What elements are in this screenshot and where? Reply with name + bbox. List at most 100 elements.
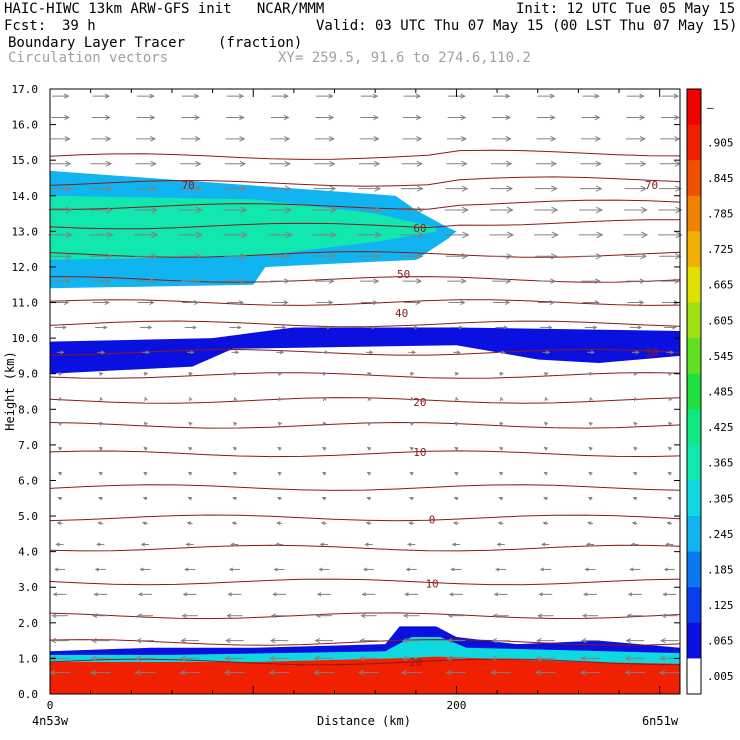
x-axis-label: Distance (km) (317, 714, 411, 728)
wind-vector-head (410, 372, 415, 376)
wind-vector-head (490, 655, 497, 662)
wind-vector-head (505, 160, 513, 167)
contour-line (49, 299, 681, 306)
wind-vector-head (89, 669, 97, 676)
wind-vector-head (551, 231, 559, 239)
contour-line (49, 397, 681, 404)
wind-vector-head (58, 446, 63, 451)
colorbar-swatch (687, 302, 701, 339)
wind-vector-head (195, 253, 202, 260)
wind-vector-head (143, 446, 148, 451)
wind-vector-head (409, 471, 414, 476)
colorbar-swatch (687, 160, 701, 197)
wind-vector-head (231, 521, 236, 526)
wind-vector-head (409, 446, 414, 451)
colorbar-label: .365 (707, 457, 734, 470)
wind-vector-head (272, 592, 277, 597)
wind-vector-head (662, 592, 667, 597)
y-tick-label: 10.0 (12, 332, 39, 345)
wind-vector-head (372, 300, 379, 305)
wind-vector-head (594, 114, 601, 121)
wind-vector-head (400, 669, 408, 676)
wind-vector-head (659, 655, 666, 662)
wind-vector-head (492, 613, 498, 619)
wind-vector-head (403, 613, 409, 619)
model-title: HAIC-HIWC 13km ARW-GFS init NCAR/MMM (4, 1, 325, 17)
wind-vector-head (587, 496, 593, 501)
wind-vector-head (544, 396, 549, 402)
wind-vector-head (454, 421, 459, 426)
wind-vector-head (633, 396, 638, 402)
y-tick-label: 13.0 (12, 225, 39, 238)
wind-vector-head (626, 613, 632, 619)
wind-vector-head (322, 396, 327, 402)
wind-vector-head (179, 655, 186, 662)
wind-vector-head (583, 592, 588, 597)
wind-vector-head (149, 93, 155, 99)
wind-vector-head (284, 253, 292, 260)
wind-vector-head (624, 655, 631, 662)
wind-vector-head (313, 655, 320, 662)
wind-vector-head (454, 446, 459, 451)
wind-vector-head (106, 231, 114, 239)
wind-vectors (48, 93, 683, 676)
contour-line (49, 320, 681, 328)
colorbar-swatch (687, 409, 701, 446)
wind-vector-head (503, 325, 508, 330)
contour-line (49, 176, 681, 187)
wind-vector-head (414, 325, 419, 330)
wind-vector-head (416, 185, 424, 192)
wind-vector-head (496, 542, 501, 547)
wind-vector-head (506, 185, 514, 192)
colorbar-label: .845 (707, 172, 734, 185)
wind-vector-head (588, 446, 593, 451)
wind-vector-head (188, 372, 193, 376)
wind-vector-head (149, 136, 157, 142)
contour-line (49, 450, 681, 458)
wind-vector-head (461, 160, 468, 167)
wind-vector-head (284, 278, 290, 284)
wind-vector-head (64, 278, 71, 284)
x-tick-label: 200 (447, 699, 467, 712)
wind-vector-head (499, 446, 504, 451)
wind-vector-head (194, 93, 200, 99)
wind-vector-head (505, 278, 512, 284)
wind-vector-head (588, 471, 593, 476)
colorbar-swatch (687, 444, 701, 481)
wind-vector-head (665, 542, 670, 547)
wind-vector-head (98, 446, 103, 451)
wind-vector-head (639, 114, 646, 121)
colorbar-label: .245 (707, 528, 734, 541)
wind-vector-head (330, 231, 338, 239)
wind-vector-head (595, 136, 602, 142)
wind-vector-head (277, 372, 283, 376)
wind-vector-head (149, 278, 156, 284)
wind-vector-head (366, 496, 371, 501)
wind-vector-head (666, 521, 671, 526)
colorbar-label: .185 (707, 563, 734, 576)
wind-vector-head (674, 278, 681, 284)
wind-vector-head (640, 185, 648, 192)
wind-vector-head (64, 114, 71, 121)
wind-vector-head (490, 669, 497, 676)
section-endpoints: XY= 259.5, 91.6 to 274.6,110.2 (278, 50, 531, 66)
wind-vector-head (408, 521, 413, 526)
wind-vector-head (640, 160, 647, 167)
wind-vector-head (633, 446, 638, 451)
wind-vector-head (315, 613, 321, 619)
wind-vector-head (505, 114, 512, 121)
contour-line (50, 199, 681, 210)
wind-vector-head (358, 655, 365, 662)
colorbar-label: .305 (707, 492, 734, 505)
contour-line (49, 578, 681, 586)
wind-vector-head (279, 350, 285, 355)
wind-vector-head (55, 542, 60, 547)
wind-vector-head (326, 325, 332, 330)
y-tick-label: 14.0 (12, 190, 39, 203)
wind-vector-head (505, 93, 511, 99)
wind-vector-head (588, 372, 594, 376)
wind-vector-head (495, 567, 500, 572)
wind-vector-head (633, 372, 639, 376)
wind-vector-head (416, 278, 423, 284)
contour-label: 10 (413, 446, 426, 459)
